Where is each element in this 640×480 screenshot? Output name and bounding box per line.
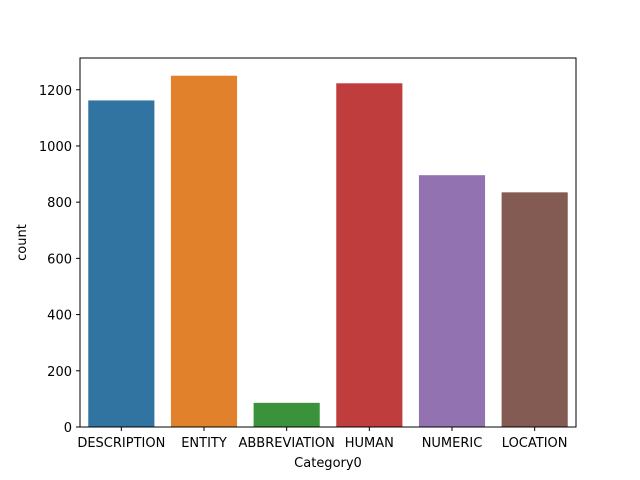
y-axis-label: count (15, 224, 30, 261)
bar-location (501, 192, 568, 427)
plot-frame (79, 57, 577, 428)
x-tick-label: HUMAN (345, 436, 394, 451)
y-tick-label: 200 (47, 365, 72, 380)
x-axis-ticks: DESCRIPTION ENTITY ABBREVIATION HUMAN NUMERI… (77, 427, 568, 451)
bar-human (336, 83, 403, 428)
y-tick-label: 1000 (39, 140, 72, 155)
bar-abbreviation (253, 402, 320, 427)
y-tick-label: 400 (47, 309, 72, 324)
x-tick-label: ABBREVIATION (239, 436, 335, 451)
x-axis-label: Category0 (294, 456, 362, 471)
bars-group (88, 75, 568, 428)
bar-entity (170, 75, 238, 427)
y-axis-ticks: 0 200 400 600 800 1000 1200 (39, 84, 80, 436)
x-tick-label: LOCATION (502, 436, 568, 451)
x-tick-label: NUMERIC (422, 436, 483, 451)
y-tick-label: 0 (64, 421, 72, 436)
y-tick-label: 1200 (39, 84, 72, 99)
x-tick-label: ENTITY (181, 436, 227, 451)
y-tick-label: 600 (47, 252, 72, 267)
bar-numeric (418, 175, 486, 427)
x-tick-label: DESCRIPTION (77, 436, 165, 451)
y-tick-label: 800 (47, 196, 72, 211)
bar-description (88, 100, 155, 427)
